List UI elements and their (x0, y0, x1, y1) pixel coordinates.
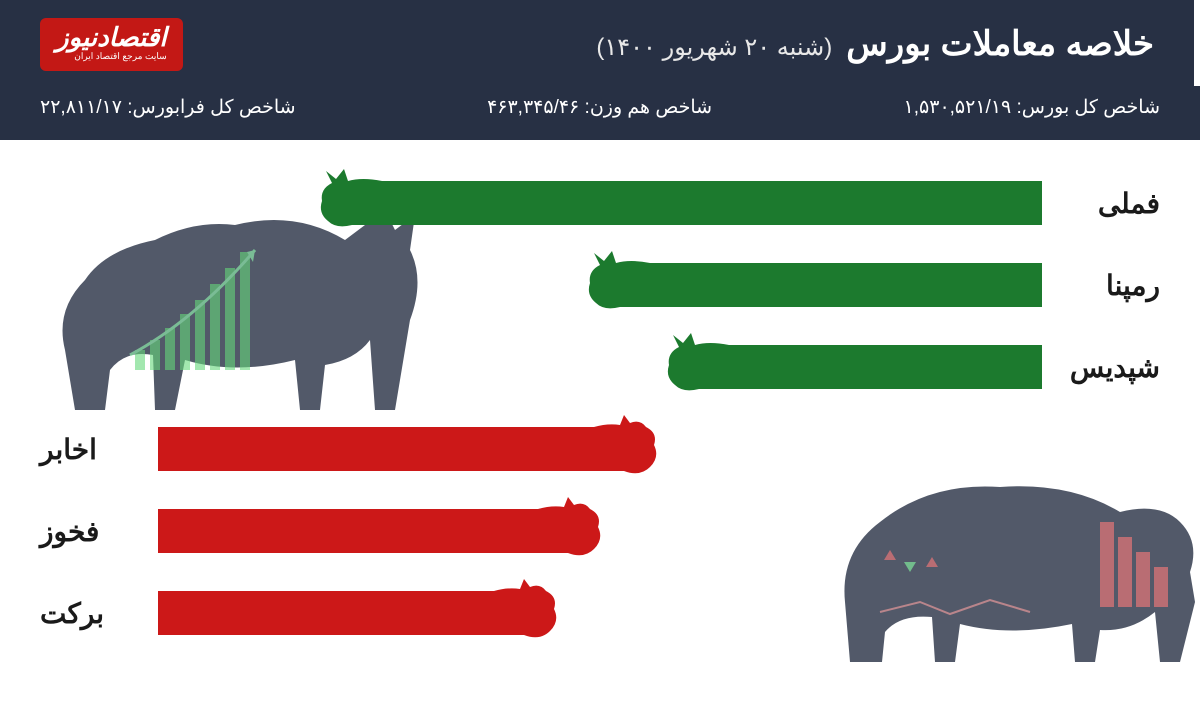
stock-label: شپدیس (1050, 351, 1160, 384)
metric-farabourse-index: شاخص کل فرابورس: ۲۲,۸۱۱/۱۷ (40, 96, 296, 122)
loser-bar (158, 509, 572, 553)
bear-cap-icon (594, 413, 658, 483)
bear-cap-icon (494, 577, 558, 647)
metric-total-index: شاخص کل بورس: ۱,۵۳۰,۵۲۱/۱۹ (904, 96, 1160, 122)
gainer-bar (616, 263, 1042, 307)
brand-logo: اقتصادنیوز سایت مرجع اقتصاد ایران (40, 18, 183, 71)
metric-label: شاخص هم وزن: (585, 97, 713, 118)
metric-weighted-index: شاخص هم وزن: ۴۶۳,۳۴۵/۴۶ (487, 96, 712, 122)
loser-bar (158, 427, 628, 471)
stock-label: برکت (40, 597, 150, 630)
header-title-wrap: خلاصه معاملات بورس (شنبه ۲۰ شهریور ۱۴۰۰) (596, 24, 1154, 64)
metric-value: ۲۲,۸۱۱/۱۷ (40, 97, 122, 118)
metric-label: شاخص کل فرابورس: (127, 97, 295, 118)
header: خلاصه معاملات بورس (شنبه ۲۰ شهریور ۱۴۰۰)… (0, 0, 1200, 86)
gainer-row: رمپنا (40, 250, 1160, 320)
stock-label: اخابر (40, 433, 150, 466)
gainer-bar (695, 345, 1042, 389)
stock-label: فخوز (40, 515, 150, 548)
bull-cap-icon (665, 331, 729, 401)
bull-cap-icon (586, 249, 650, 319)
loser-row: برکت (40, 578, 1160, 648)
metric-value: ۱,۵۳۰,۵۲۱/۱۹ (904, 97, 1012, 118)
stock-label: فملی (1050, 187, 1160, 220)
metric-label: شاخص کل بورس: (1017, 97, 1160, 118)
stock-label: رمپنا (1050, 269, 1160, 302)
metric-value: ۴۶۳,۳۴۵/۴۶ (487, 97, 579, 118)
logo-text: اقتصادنیوز (56, 22, 167, 52)
bars-container: فملی رمپنا شپدیس اخابر (0, 140, 1200, 692)
loser-row: فخوز (40, 496, 1160, 566)
metrics-row: شاخص کل بورس: ۱,۵۳۰,۵۲۱/۱۹ شاخص هم وزن: … (0, 86, 1200, 140)
logo-subtext: سایت مرجع اقتصاد ایران (56, 52, 167, 61)
loser-bar (158, 591, 528, 635)
bull-cap-icon (318, 167, 382, 237)
loser-row: اخابر (40, 414, 1160, 484)
gainer-row: فملی (40, 168, 1160, 238)
page-title: خلاصه معاملات بورس (846, 24, 1154, 64)
page-date: (شنبه ۲۰ شهریور ۱۴۰۰) (596, 33, 832, 62)
chart-area: فملی رمپنا شپدیس اخابر (0, 140, 1200, 692)
gainer-row: شپدیس (40, 332, 1160, 402)
gainer-bar (348, 181, 1042, 225)
bear-cap-icon (538, 495, 602, 565)
